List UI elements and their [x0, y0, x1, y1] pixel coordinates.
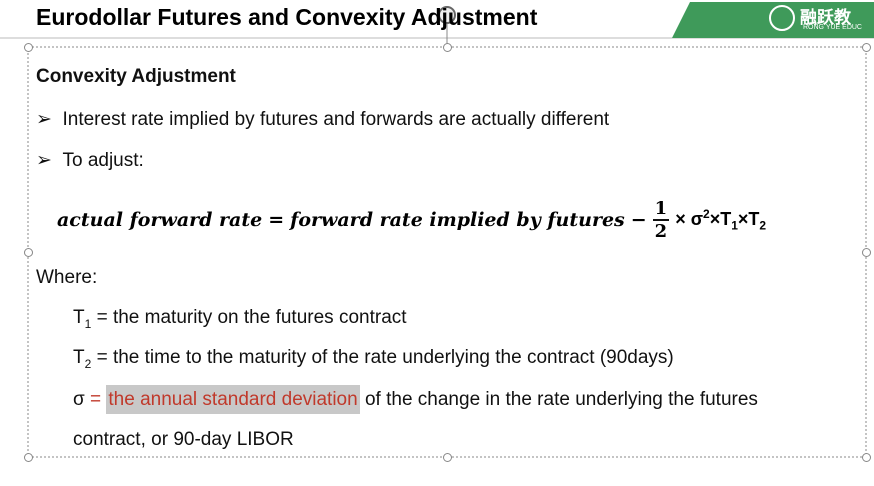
bullet-text: To adjust: — [62, 150, 144, 171]
handle — [24, 43, 33, 52]
symbol: T — [73, 347, 85, 368]
title: Eurodollar Futures and Convexity Adjustm… — [36, 4, 538, 30]
formula-sub: 1 — [731, 218, 738, 233]
handle — [24, 248, 33, 257]
bullet-text: Interest rate implied by futures and for… — [62, 109, 610, 130]
highlight: the annual standard deviation — [106, 385, 360, 414]
symbol: T — [73, 307, 85, 328]
sigma-eq: = — [84, 389, 107, 410]
formula-eq: = — [268, 209, 285, 231]
symbol: σ — [73, 389, 85, 410]
logo-text: 融跃教 — [800, 8, 851, 27]
formula-t: ×T — [709, 209, 732, 230]
denominator: 2 — [654, 221, 668, 242]
formula-t: ×T — [737, 209, 760, 230]
handle — [24, 453, 33, 462]
subscript: 2 — [84, 356, 92, 371]
formula-lhs: actual forward rate — [57, 209, 263, 231]
formula-minus: − — [630, 209, 647, 231]
fraction: 1 2 — [652, 198, 670, 242]
rotate-handle — [438, 6, 456, 24]
handle — [443, 43, 452, 52]
logo-banner — [672, 2, 874, 38]
definition-text: = the time to the maturity of the rate u… — [91, 347, 674, 368]
formula-rhs: forward rate implied by futures — [290, 209, 625, 231]
handle — [862, 43, 871, 52]
handle — [862, 453, 871, 462]
formula-sup: 2 — [703, 207, 710, 222]
logo-icon — [769, 5, 795, 31]
definition-text: contract, or 90-day LIBOR — [73, 429, 294, 450]
subscript: 1 — [84, 316, 92, 331]
handle — [862, 248, 871, 257]
definition: σ = the annual standard deviation of the… — [73, 385, 758, 414]
definition: T2 = the time to the maturity of the rat… — [73, 347, 674, 371]
definition: T1 = the maturity on the futures contrac… — [73, 307, 407, 331]
logo-subtext: RONG YUE EDUC — [803, 24, 862, 31]
definition-text: = the maturity on the futures contract — [91, 307, 407, 328]
heading: Convexity Adjustment — [36, 66, 236, 87]
formula: actual forward rate = forward rate impli… — [57, 198, 766, 242]
formula-times: × σ — [675, 209, 704, 230]
formula-tail: × σ2×T1×T2 — [675, 207, 766, 233]
formula-sub: 2 — [759, 218, 767, 233]
handle — [443, 453, 452, 462]
definition-text: of the change in the rate underlying the… — [359, 389, 758, 410]
bullet: ➢ Interest rate implied by futures and f… — [36, 109, 610, 130]
where: Where: — [36, 267, 98, 288]
bullet: ➢ To adjust: — [36, 150, 144, 171]
numerator: 1 — [652, 198, 670, 221]
